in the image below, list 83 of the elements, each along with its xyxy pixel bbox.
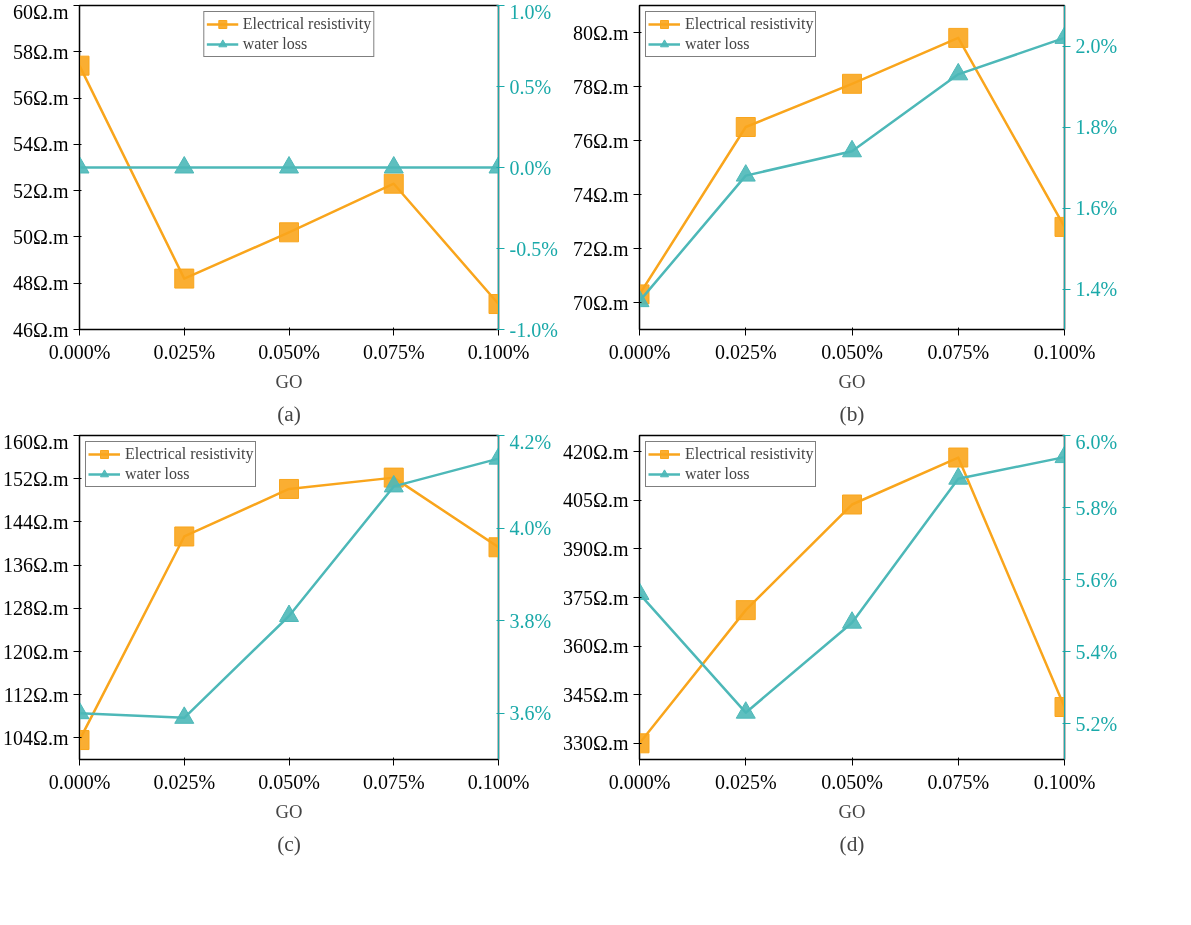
y-tick-label: 74Ω.m: [573, 183, 629, 206]
x-tick-label: 0.025%: [714, 770, 777, 793]
y-tick-label: 54Ω.m: [13, 133, 69, 156]
y2-tick-label: 4.0%: [509, 517, 552, 540]
text: (d): [839, 831, 865, 856]
y2-tick-label: 2.0%: [1075, 35, 1118, 57]
y2-tick-label: 5.4%: [1075, 640, 1118, 663]
y-tick-label: 104Ω.m: [3, 726, 69, 749]
y-tick-label: 52Ω.m: [13, 179, 69, 202]
x-tick-label: 0.025%: [714, 340, 777, 363]
text: (a): [277, 401, 301, 426]
x-tick-label: 0.100%: [1033, 340, 1096, 363]
y-tick-label: 330Ω.m: [563, 732, 629, 755]
x-axis-title: GO: [838, 800, 866, 822]
y2-tick-label: 0.0%: [509, 156, 552, 179]
y-tick-label: 152Ω.m: [3, 467, 69, 490]
y-tick-label: 120Ω.m: [3, 640, 69, 663]
x-tick-label: 0.075%: [362, 340, 425, 363]
y2-tick-label: 5.2%: [1075, 712, 1118, 735]
y-tick-label: 420Ω.m: [563, 440, 629, 463]
y2-tick-label: 3.6%: [509, 702, 552, 725]
y-tick-label: 136Ω.m: [3, 554, 69, 577]
y-tick-label: 128Ω.m: [3, 597, 69, 620]
y2-tick-label: 1.6%: [1075, 197, 1118, 219]
x-tick-label: 0.100%: [467, 340, 530, 363]
x-axis-title: GO: [838, 370, 866, 392]
y-tick-label: 112Ω.m: [3, 683, 69, 706]
y2-tick-label: 1.8%: [1075, 116, 1118, 138]
y2-tick-label: 4.2%: [509, 430, 552, 453]
legend-label: Electrical resistivity: [685, 445, 814, 463]
y2-tick-label: 0.5%: [509, 75, 552, 98]
y2-tick-label: -0.5%: [509, 237, 558, 260]
y-tick-label: 72Ω.m: [573, 237, 629, 260]
x-tick-label: 0.050%: [821, 770, 883, 793]
y-tick-label: 56Ω.m: [13, 87, 69, 110]
y-tick-label: 58Ω.m: [13, 40, 69, 63]
y-tick-label: 78Ω.m: [573, 75, 629, 98]
y-tick-label: 48Ω.m: [13, 272, 69, 295]
y2-tick-label: 6.0%: [1075, 430, 1118, 453]
legend-label: water loss: [242, 35, 308, 53]
y-tick-label: 360Ω.m: [563, 635, 629, 658]
legend-label: water loss: [685, 35, 750, 53]
legend-label: Electrical resistivity: [685, 15, 814, 33]
legend-label: water loss: [685, 465, 750, 483]
y2-tick-label: 5.8%: [1075, 496, 1118, 519]
x-tick-label: 0.050%: [821, 340, 883, 363]
x-axis-title: GO: [275, 370, 303, 392]
y-tick-label: 60Ω.m: [13, 0, 69, 23]
y2-tick-label: 5.6%: [1075, 568, 1118, 591]
legend-label: Electrical resistivity: [242, 15, 372, 33]
x-tick-label: 0.100%: [1033, 770, 1096, 793]
y2-tick-label: 1.4%: [1075, 278, 1118, 300]
y-tick-label: 375Ω.m: [563, 586, 629, 609]
y-tick-label: 390Ω.m: [563, 537, 629, 560]
y2-tick-label: 3.8%: [509, 609, 552, 632]
x-tick-label: 0.025%: [153, 340, 216, 363]
x-tick-label: 0.075%: [927, 340, 990, 363]
y-tick-label: 46Ω.m: [13, 318, 69, 341]
y-tick-label: 50Ω.m: [13, 225, 69, 248]
y-tick-label: 405Ω.m: [563, 489, 629, 512]
legend-label: water loss: [125, 465, 190, 483]
x-axis-title: GO: [275, 800, 303, 822]
x-tick-label: 0.025%: [153, 770, 216, 793]
y2-tick-label: -1.0%: [509, 318, 558, 341]
y2-tick-label: 1.0%: [509, 0, 552, 23]
y-tick-label: 144Ω.m: [3, 510, 69, 533]
x-tick-label: 0.075%: [927, 770, 990, 793]
x-tick-label: 0.075%: [362, 770, 425, 793]
x-tick-label: 0.000%: [48, 770, 111, 793]
x-tick-label: 0.000%: [608, 770, 671, 793]
x-tick-label: 0.000%: [608, 340, 671, 363]
text: (b): [839, 401, 865, 426]
x-tick-label: 0.000%: [48, 340, 111, 363]
x-tick-label: 0.050%: [258, 340, 320, 363]
y-tick-label: 80Ω.m: [573, 21, 629, 44]
y-tick-label: 70Ω.m: [573, 291, 629, 314]
x-tick-label: 0.100%: [467, 770, 530, 793]
text: (c): [277, 831, 301, 856]
legend-label: Electrical resistivity: [125, 445, 254, 463]
y-tick-label: 345Ω.m: [563, 683, 629, 706]
y-tick-label: 76Ω.m: [573, 129, 629, 152]
y-tick-label: 160Ω.m: [3, 430, 69, 453]
x-tick-label: 0.050%: [258, 770, 320, 793]
